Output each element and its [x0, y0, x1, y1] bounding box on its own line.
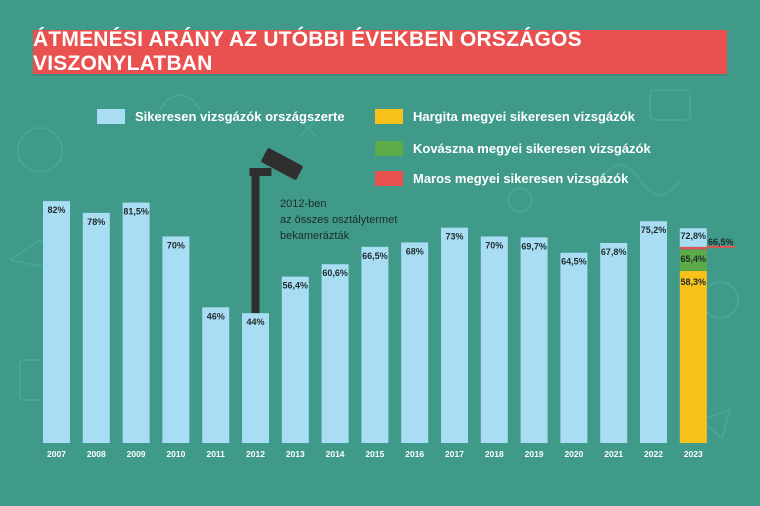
- legend-item-maros: Maros megyei sikeresen vizsgázók: [375, 171, 628, 186]
- data-label-national-2011: 46%: [207, 311, 225, 321]
- data-label-national-2017: 73%: [445, 232, 463, 242]
- camera-arm: [249, 168, 272, 176]
- data-label-national-2021: 67,8%: [601, 247, 627, 257]
- bar-national-2008: [82, 212, 110, 443]
- x-tick-label-2010: 2010: [166, 449, 185, 459]
- data-label-national-2008: 78%: [87, 217, 105, 227]
- x-tick-label-2018: 2018: [485, 449, 504, 459]
- data-label-national-2009: 81,5%: [123, 207, 149, 217]
- data-label-national-2015: 66,5%: [362, 251, 388, 261]
- data-label-national-2023: 72,8%: [681, 231, 707, 241]
- bar-national-2014: [321, 264, 349, 443]
- bar-national-2019: [520, 237, 548, 443]
- bar-national-2017: [441, 227, 468, 443]
- bar-national-2020: [560, 252, 588, 443]
- data-label-national-2016: 68%: [406, 246, 424, 256]
- x-tick-label-2023: 2023: [684, 449, 703, 459]
- legend-swatch-national: [97, 109, 125, 124]
- bar-national-2013: [281, 276, 309, 443]
- bar-kovaszna-2023: [679, 250, 707, 272]
- legend-item-kovaszna: Kovászna megyei sikeresen vizsgázók: [375, 141, 651, 156]
- legend-label-national: Sikeresen vizsgázók országszerte: [135, 109, 345, 124]
- data-label-national-2022: 75,2%: [641, 225, 667, 235]
- legend-swatch-hargita: [375, 109, 403, 124]
- data-label-national-2018: 70%: [485, 241, 503, 251]
- x-tick-label-2011: 2011: [206, 449, 225, 459]
- legend-item-hargita: Hargita megyei sikeresen vizsgázók: [375, 109, 635, 124]
- x-tick-label-2009: 2009: [127, 449, 146, 459]
- bar-national-2012: [242, 313, 269, 443]
- data-label-hargita-2023: 58,3%: [681, 277, 707, 287]
- annotation-2012: 2012-ben az összes osztálytermet bekamer…: [280, 196, 397, 244]
- legend-label-hargita: Hargita megyei sikeresen vizsgázók: [413, 109, 635, 124]
- legend-item-national: Sikeresen vizsgázók országszerte: [97, 109, 345, 124]
- bar-national-2023: [679, 228, 707, 247]
- data-label-national-2019: 69,7%: [521, 241, 547, 251]
- x-tick-label-2020: 2020: [564, 449, 583, 459]
- x-tick-label-2016: 2016: [405, 449, 424, 459]
- legend-label-maros: Maros megyei sikeresen vizsgázók: [413, 171, 629, 186]
- data-label-national-2013: 56,4%: [283, 281, 309, 291]
- bar-maros-2023: [679, 246, 707, 250]
- x-tick-label-2019: 2019: [525, 449, 544, 459]
- bar-national-2022: [640, 221, 667, 443]
- bar-national-2011: [202, 307, 230, 443]
- legend-swatch-maros: [375, 171, 403, 186]
- x-tick-label-2008: 2008: [87, 449, 106, 459]
- bar-national-2015: [361, 246, 389, 443]
- data-label-national-2012: 44%: [246, 317, 264, 327]
- maros-marker-line: [706, 245, 735, 248]
- data-label-national-2020: 64,5%: [561, 257, 587, 267]
- camera-pole: [251, 172, 260, 314]
- bar-national-2010: [162, 236, 190, 443]
- data-label-maros-2023: 66,5%: [708, 237, 734, 247]
- x-tick-label-2007: 2007: [47, 449, 66, 459]
- x-tick-label-2012: 2012: [246, 449, 265, 459]
- annotation-line-2: az összes osztálytermet: [280, 214, 398, 226]
- x-tick-label-2013: 2013: [286, 449, 305, 459]
- chart-title: ÁTMENÉSI ARÁNY AZ UTÓBBI ÉVEKBEN ORSZÁGO…: [33, 28, 727, 75]
- legend-swatch-kovaszna: [375, 141, 403, 156]
- x-tick-label-2017: 2017: [445, 449, 464, 459]
- x-tick-label-2015: 2015: [365, 449, 384, 459]
- data-label-kovaszna-2023: 65,4%: [681, 254, 707, 264]
- camera-icon: [261, 148, 303, 180]
- data-label-national-2010: 70%: [167, 241, 185, 251]
- bar-hargita-2023: [679, 271, 707, 443]
- annotation-line-3: bekamerázták: [280, 230, 350, 242]
- bar-national-2007: [43, 201, 70, 443]
- x-tick-label-2014: 2014: [326, 449, 345, 459]
- bar-national-2016: [401, 242, 429, 443]
- bar-national-2018: [480, 236, 508, 443]
- legend-label-kovaszna: Kovászna megyei sikeresen vizsgázók: [413, 141, 651, 156]
- data-label-national-2007: 82%: [47, 205, 65, 215]
- x-tick-label-2021: 2021: [604, 449, 623, 459]
- x-tick-label-2022: 2022: [644, 449, 663, 459]
- annotation-line-1: 2012-ben: [280, 198, 327, 210]
- bar-national-2021: [600, 242, 628, 443]
- data-label-national-2014: 60,6%: [322, 268, 348, 278]
- bar-national-2009: [122, 202, 150, 443]
